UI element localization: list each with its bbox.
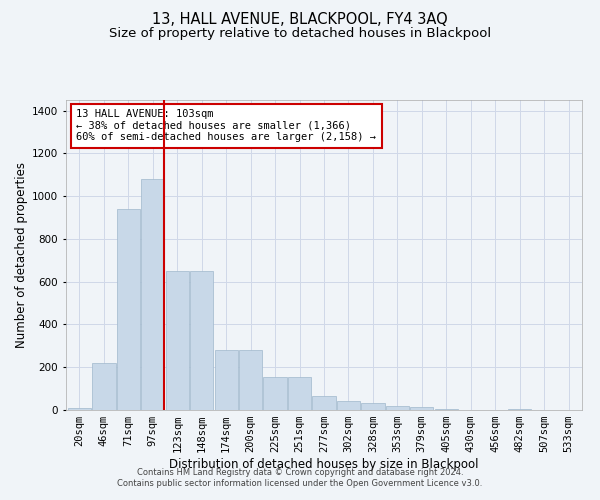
Bar <box>313 396 335 410</box>
Bar <box>288 377 311 410</box>
Text: 13 HALL AVENUE: 103sqm
← 38% of detached houses are smaller (1,366)
60% of semi-: 13 HALL AVENUE: 103sqm ← 38% of detached… <box>76 110 376 142</box>
Bar <box>92 363 116 410</box>
Bar <box>239 350 262 410</box>
Bar <box>337 402 360 410</box>
Text: 13, HALL AVENUE, BLACKPOOL, FY4 3AQ: 13, HALL AVENUE, BLACKPOOL, FY4 3AQ <box>152 12 448 28</box>
Text: Size of property relative to detached houses in Blackpool: Size of property relative to detached ho… <box>109 28 491 40</box>
Bar <box>141 179 164 410</box>
X-axis label: Distribution of detached houses by size in Blackpool: Distribution of detached houses by size … <box>169 458 479 471</box>
Bar <box>68 408 91 410</box>
Y-axis label: Number of detached properties: Number of detached properties <box>15 162 28 348</box>
Bar <box>508 409 531 410</box>
Bar <box>386 406 409 410</box>
Bar <box>434 409 458 410</box>
Bar <box>190 271 214 410</box>
Bar <box>263 377 287 410</box>
Bar <box>166 271 189 410</box>
Bar <box>410 407 433 410</box>
Bar <box>117 209 140 410</box>
Bar <box>215 350 238 410</box>
Bar <box>361 402 385 410</box>
Text: Contains HM Land Registry data © Crown copyright and database right 2024.
Contai: Contains HM Land Registry data © Crown c… <box>118 468 482 487</box>
